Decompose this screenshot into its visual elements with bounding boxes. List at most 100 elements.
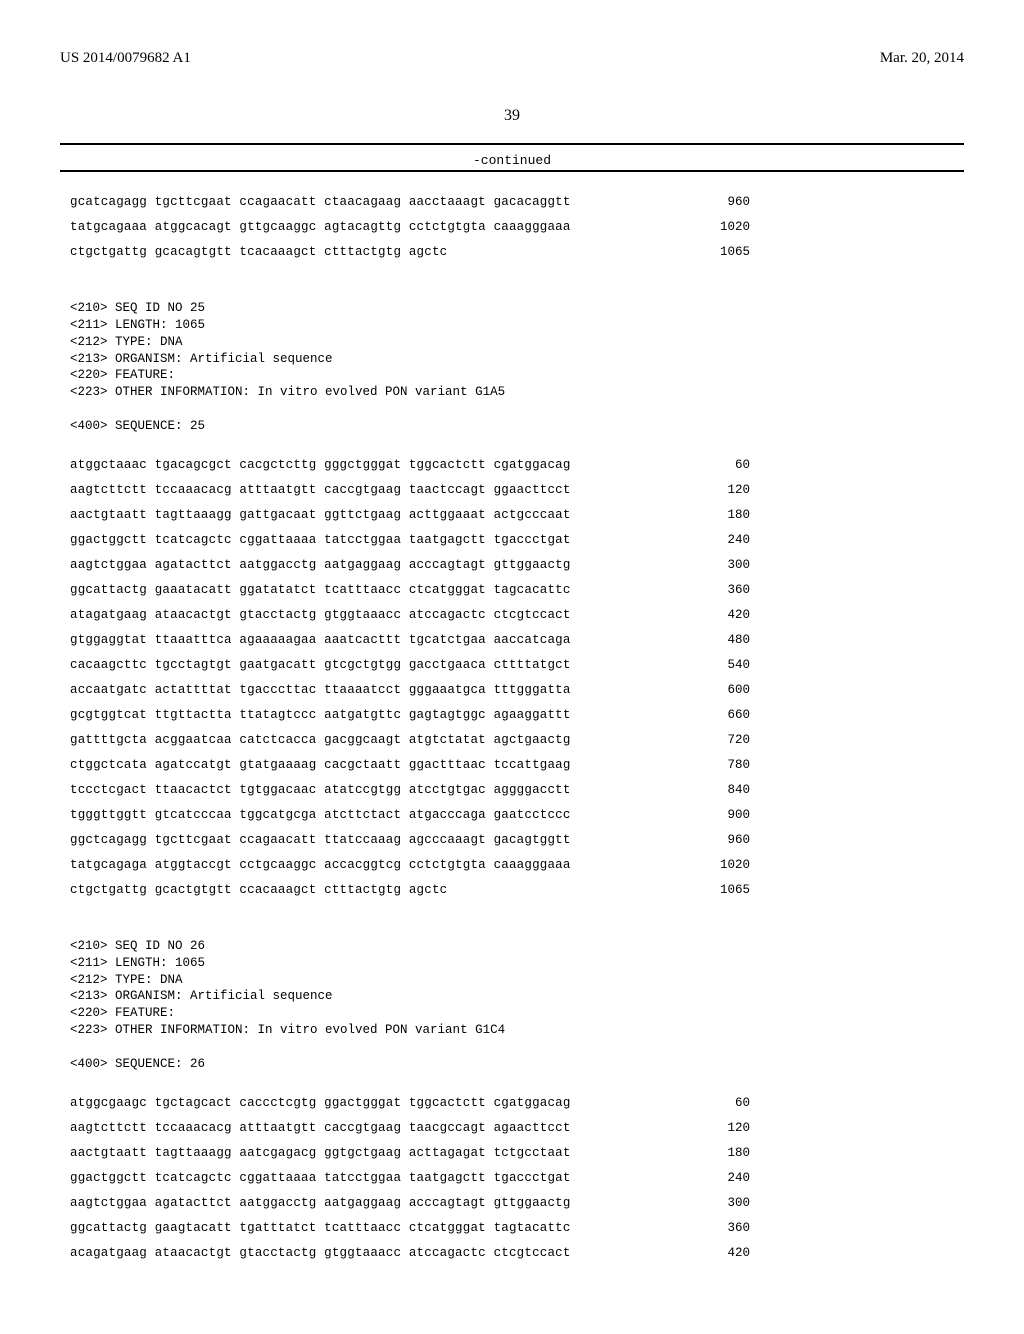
meta-line: <210> SEQ ID NO 25 [70,301,205,315]
sequence-position: 60 [700,453,750,478]
sequence-position: 600 [700,678,750,703]
sequence-block-25: atggctaaac tgacagcgct cacgctcttg gggctgg… [70,453,964,903]
sequence-text: tatgcagaga atggtaccgt cctgcaaggc accacgg… [70,853,571,878]
sequence-position: 1020 [700,215,750,240]
sequence-text: atggcgaagc tgctagcact caccctcgtg ggactgg… [70,1091,571,1116]
sequence-line: aactgtaatt tagttaaagg aatcgagacg ggtgctg… [70,1141,750,1166]
sequence-text: gtggaggtat ttaaatttca agaaaaagaa aaatcac… [70,628,571,653]
sequence-line: ctggctcata agatccatgt gtatgaaaag cacgcta… [70,753,750,778]
sequence-position: 240 [700,528,750,553]
sequence-text: tatgcagaaa atggcacagt gttgcaaggc agtacag… [70,215,571,240]
sequence-position: 900 [700,803,750,828]
meta-line: <210> SEQ ID NO 26 [70,939,205,953]
sequence-line: ggactggctt tcatcagctc cggattaaaa tatcctg… [70,528,750,553]
sequence-position: 1065 [700,240,750,265]
sequence-text: acagatgaag ataacactgt gtacctactg gtggtaa… [70,1241,571,1266]
sequence-position: 540 [700,653,750,678]
sequence-text: ggactggctt tcatcagctc cggattaaaa tatcctg… [70,528,571,553]
meta-line: <212> TYPE: DNA [70,973,183,987]
sequence-text: aagtctggaa agatacttct aatggacctg aatgagg… [70,553,571,578]
sequence-position: 360 [700,578,750,603]
sequence-line: tatgcagaaa atggcacagt gttgcaaggc agtacag… [70,215,750,240]
sequence-text: gcgtggtcat ttgttactta ttatagtccc aatgatg… [70,703,571,728]
sequence-position: 1065 [700,878,750,903]
page-number: 39 [60,107,964,125]
meta-line: <223> OTHER INFORMATION: In vitro evolve… [70,385,505,399]
sequence-block-tail: gcatcagagg tgcttcgaat ccagaacatt ctaacag… [70,190,964,265]
sequence-position: 1020 [700,853,750,878]
sequence-text: ctgctgattg gcactgtgtt ccacaaagct ctttact… [70,878,447,903]
meta-line: <223> OTHER INFORMATION: In vitro evolve… [70,1023,505,1037]
sequence-position: 60 [700,1091,750,1116]
sequence-line: ggcattactg gaaatacatt ggatatatct tcattta… [70,578,750,603]
sequence-text: aagtctggaa agatacttct aatggacctg aatgagg… [70,1191,571,1216]
sequence-line: aagtcttctt tccaaacacg atttaatgtt caccgtg… [70,1116,750,1141]
sequence-position: 780 [700,753,750,778]
meta-line: <220> FEATURE: [70,368,175,382]
sequence-text: aactgtaatt tagttaaagg gattgacaat ggttctg… [70,503,571,528]
sequence-line: tgggttggtt gtcatcccaa tggcatgcga atcttct… [70,803,750,828]
sequence-text: atagatgaag ataacactgt gtacctactg gtggtaa… [70,603,571,628]
sequence-line: tccctcgact ttaacactct tgtggacaac atatccg… [70,778,750,803]
sequence-line: atagatgaag ataacactgt gtacctactg gtggtaa… [70,603,750,628]
sequence-position: 240 [700,1166,750,1191]
sequence-text: ctggctcata agatccatgt gtatgaaaag cacgcta… [70,753,571,778]
sequence-position: 720 [700,728,750,753]
sequence-line: aagtcttctt tccaaacacg atttaatgtt caccgtg… [70,478,750,503]
sequence-position: 660 [700,703,750,728]
sequence-line: ctgctgattg gcactgtgtt ccacaaagct ctttact… [70,878,750,903]
sequence-text: aactgtaatt tagttaaagg aatcgagacg ggtgctg… [70,1141,571,1166]
sequence-text: tccctcgact ttaacactct tgtggacaac atatccg… [70,778,571,803]
meta-line: <213> ORGANISM: Artificial sequence [70,989,333,1003]
continued-label: -continued [60,153,964,168]
sequence-line: aagtctggaa agatacttct aatggacctg aatgagg… [70,1191,750,1216]
sequence-text: ggcattactg gaaatacatt ggatatatct tcattta… [70,578,571,603]
sequence-position: 360 [700,1216,750,1241]
sequence-position: 180 [700,503,750,528]
sequence-line: atggctaaac tgacagcgct cacgctcttg gggctgg… [70,453,750,478]
sequence-line: gcatcagagg tgcttcgaat ccagaacatt ctaacag… [70,190,750,215]
sequence-position: 960 [700,828,750,853]
sequence-text: aagtcttctt tccaaacacg atttaatgtt caccgtg… [70,478,571,503]
sequence-position: 120 [700,1116,750,1141]
sequence-block-26: atggcgaagc tgctagcact caccctcgtg ggactgg… [70,1091,964,1266]
sequence-line: ctgctgattg gcacagtgtt tcacaaagct ctttact… [70,240,750,265]
sequence-text: ggctcagagg tgcttcgaat ccagaacatt ttatcca… [70,828,571,853]
sequence-line: cacaagcttc tgcctagtgt gaatgacatt gtcgctg… [70,653,750,678]
sequence-line: ggctcagagg tgcttcgaat ccagaacatt ttatcca… [70,828,750,853]
sequence-line: gtggaggtat ttaaatttca agaaaaagaa aaatcac… [70,628,750,653]
sequence-line: acagatgaag ataacactgt gtacctactg gtggtaa… [70,1241,750,1266]
sequence-position: 300 [700,1191,750,1216]
sequence-text: atggctaaac tgacagcgct cacgctcttg gggctgg… [70,453,571,478]
sequence-line: tatgcagaga atggtaccgt cctgcaaggc accacgg… [70,853,750,878]
sequence-line: gattttgcta acggaatcaa catctcacca gacggca… [70,728,750,753]
meta-line: <211> LENGTH: 1065 [70,318,205,332]
meta-line: <400> SEQUENCE: 25 [70,419,205,433]
page-header: US 2014/0079682 A1 Mar. 20, 2014 [60,50,964,67]
sequence-text: gattttgcta acggaatcaa catctcacca gacggca… [70,728,571,753]
sequence-position: 420 [700,603,750,628]
meta-line: <213> ORGANISM: Artificial sequence [70,352,333,366]
sequence-text: accaatgatc actattttat tgacccttac ttaaaat… [70,678,571,703]
sequence-line: atggcgaagc tgctagcact caccctcgtg ggactgg… [70,1091,750,1116]
publication-date: Mar. 20, 2014 [880,50,964,67]
sequence-position: 120 [700,478,750,503]
sequence-position: 960 [700,190,750,215]
sequence-line: ggactggctt tcatcagctc cggattaaaa tatcctg… [70,1166,750,1191]
divider-top-2 [60,170,964,172]
sequence-line: aactgtaatt tagttaaagg gattgacaat ggttctg… [70,503,750,528]
sequence-position: 180 [700,1141,750,1166]
sequence-text: ggcattactg gaagtacatt tgatttatct tcattta… [70,1216,571,1241]
sequence-text: gcatcagagg tgcttcgaat ccagaacatt ctaacag… [70,190,571,215]
sequence-position: 480 [700,628,750,653]
publication-number: US 2014/0079682 A1 [60,50,191,67]
sequence-line: accaatgatc actattttat tgacccttac ttaaaat… [70,678,750,703]
meta-line: <212> TYPE: DNA [70,335,183,349]
sequence-line: ggcattactg gaagtacatt tgatttatct tcattta… [70,1216,750,1241]
sequence-meta-26: <210> SEQ ID NO 26 <211> LENGTH: 1065 <2… [70,921,964,1073]
sequence-position: 840 [700,778,750,803]
sequence-line: aagtctggaa agatacttct aatggacctg aatgagg… [70,553,750,578]
sequence-meta-25: <210> SEQ ID NO 25 <211> LENGTH: 1065 <2… [70,283,964,435]
sequence-text: tgggttggtt gtcatcccaa tggcatgcga atcttct… [70,803,571,828]
sequence-text: ggactggctt tcatcagctc cggattaaaa tatcctg… [70,1166,571,1191]
